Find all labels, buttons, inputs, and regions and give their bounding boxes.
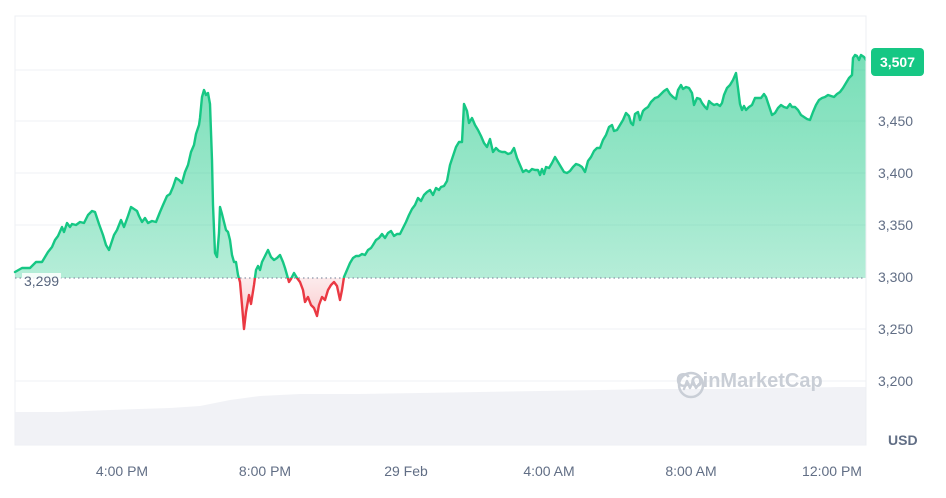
x-tick-label: 8:00 AM [665, 463, 717, 479]
coinmarketcap-logo-icon [677, 371, 705, 399]
x-tick-label: 12:00 PM [802, 463, 862, 479]
y-tick-label: 3,400 [878, 165, 914, 181]
currency-unit-label: USD [888, 432, 918, 448]
last-price-badge: 3,507 [871, 48, 924, 76]
y-tick-label: 3,300 [878, 269, 914, 285]
y-tick-label: 3,200 [878, 373, 914, 389]
y-tick-label: 3,250 [878, 321, 914, 337]
x-tick-label: 4:00 AM [523, 463, 575, 479]
coinmarketcap-watermark: CoinMarketCap [676, 370, 823, 399]
price-area-down [236, 278, 344, 329]
watermark-text: CoinMarketCap [676, 370, 823, 392]
x-tick-label: 8:00 PM [238, 463, 292, 479]
x-tick-label: 4:00 PM [95, 463, 149, 479]
volume-area [15, 387, 866, 445]
price-line-down [237, 278, 346, 331]
price-line-up [13, 53, 866, 278]
y-tick-label: 3,350 [878, 217, 914, 233]
y-tick-label: 3,450 [878, 113, 914, 129]
x-tick-label: 29 Feb [384, 463, 428, 479]
open-price-label: 3,299 [22, 273, 62, 289]
